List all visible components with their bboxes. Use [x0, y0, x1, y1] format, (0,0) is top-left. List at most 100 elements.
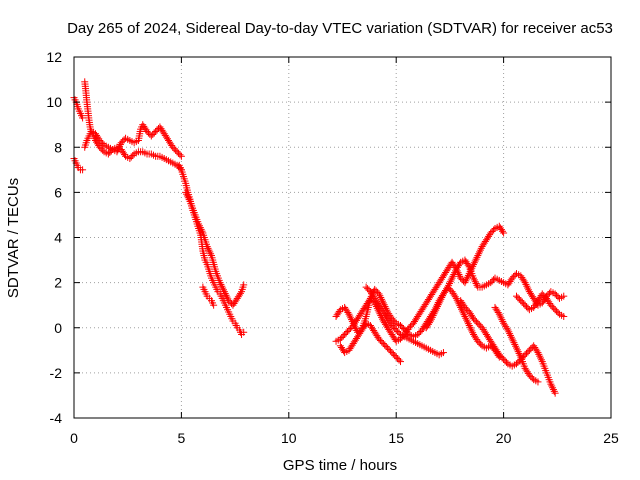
data-point-plus: [458, 307, 466, 315]
data-point-plus: [512, 360, 520, 368]
data-point-plus: [414, 331, 422, 339]
data-point-plus: [170, 145, 178, 153]
data-point-plus: [175, 163, 183, 171]
data-point-plus: [395, 329, 403, 337]
data-point-plus: [469, 262, 477, 270]
data-point-plus: [341, 331, 349, 339]
data-point-plus: [210, 301, 218, 309]
data-point-plus: [487, 229, 495, 237]
data-point-plus: [432, 306, 440, 314]
data-point-plus: [196, 224, 204, 232]
data-point-plus: [405, 324, 413, 332]
data-point-plus: [487, 279, 495, 287]
data-point-plus: [198, 227, 206, 235]
data-point-plus: [476, 248, 484, 256]
data-point-plus: [470, 276, 478, 284]
data-point-plus: [560, 292, 568, 300]
data-point-plus: [79, 166, 87, 174]
data-point-plus: [470, 315, 478, 323]
data-point-plus: [515, 295, 523, 303]
data-point-plus: [506, 330, 514, 338]
data-point-plus: [176, 151, 184, 159]
data-point-plus: [447, 276, 455, 284]
data-point-plus: [345, 310, 353, 318]
data-point-plus: [240, 328, 248, 336]
data-point-plus: [206, 248, 214, 256]
data-point-plus: [497, 314, 505, 322]
data-point-plus: [391, 352, 399, 360]
data-point-plus: [382, 343, 390, 351]
data-point-plus: [143, 127, 151, 135]
data-point-plus: [394, 355, 402, 363]
data-point-plus: [474, 319, 482, 327]
data-point-plus: [433, 304, 441, 312]
data-point-plus: [396, 358, 404, 366]
data-point-plus: [207, 250, 215, 258]
data-point-plus: [407, 322, 415, 330]
data-point-plus: [435, 299, 443, 307]
data-point-plus: [392, 353, 400, 361]
data-point-plus: [509, 337, 517, 345]
data-point-plus: [445, 285, 453, 293]
x-tick-label: 15: [388, 430, 404, 446]
data-point-plus: [99, 146, 107, 154]
data-point-plus: [535, 350, 543, 358]
data-point-plus: [508, 335, 516, 343]
data-point-plus: [129, 152, 137, 160]
data-point-plus: [514, 358, 522, 366]
data-point-plus: [495, 351, 503, 359]
data-point-plus: [388, 349, 396, 357]
data-point-plus: [506, 331, 514, 339]
data-point-plus: [472, 280, 480, 288]
data-point-plus: [183, 190, 191, 198]
data-point-plus: [512, 344, 520, 352]
data-point-plus: [184, 194, 192, 202]
data-point-plus: [551, 290, 559, 298]
data-point-plus: [116, 142, 124, 150]
data-point-plus: [97, 138, 105, 146]
data-point-plus: [463, 316, 471, 324]
data-point-plus: [439, 349, 447, 357]
data-point-plus: [459, 309, 467, 317]
data-point-plus: [475, 250, 483, 258]
data-point-plus: [534, 349, 542, 357]
data-point-plus: [434, 301, 442, 309]
data-point-plus: [104, 150, 112, 158]
data-point-plus: [389, 350, 397, 358]
data-point-plus: [222, 291, 230, 299]
data-point-plus: [97, 145, 105, 153]
data-point-plus: [550, 387, 558, 395]
x-tick-label: 5: [178, 430, 186, 446]
data-point-plus: [195, 220, 203, 228]
data-point-plus: [500, 355, 508, 363]
data-point-plus: [388, 321, 396, 329]
y-tick-label: 2: [54, 275, 62, 291]
data-point-plus: [150, 129, 158, 137]
data-point-plus: [219, 284, 227, 292]
data-point-plus: [516, 351, 524, 359]
data-point-plus: [427, 317, 435, 325]
data-point-plus: [466, 323, 474, 331]
data-point-plus: [513, 346, 521, 354]
data-point-plus: [549, 386, 557, 394]
data-point-plus: [175, 149, 183, 157]
data-point-plus: [119, 137, 127, 145]
data-point-plus: [106, 149, 114, 157]
data-point-plus: [511, 340, 519, 348]
data-point-plus: [514, 348, 522, 356]
data-point-plus: [462, 277, 470, 285]
data-point-plus: [454, 269, 462, 277]
data-point-plus: [508, 274, 516, 282]
data-point-plus: [540, 291, 548, 299]
data-point-plus: [553, 291, 561, 299]
y-tick-label: 4: [54, 230, 62, 246]
data-point-plus: [391, 325, 399, 333]
data-point-plus: [475, 321, 483, 329]
data-point-plus: [537, 354, 545, 362]
data-point-plus: [395, 356, 403, 364]
data-point-plus: [115, 144, 123, 152]
data-point-plus: [391, 336, 399, 344]
data-point-plus: [462, 305, 470, 313]
data-point-plus: [463, 275, 471, 283]
